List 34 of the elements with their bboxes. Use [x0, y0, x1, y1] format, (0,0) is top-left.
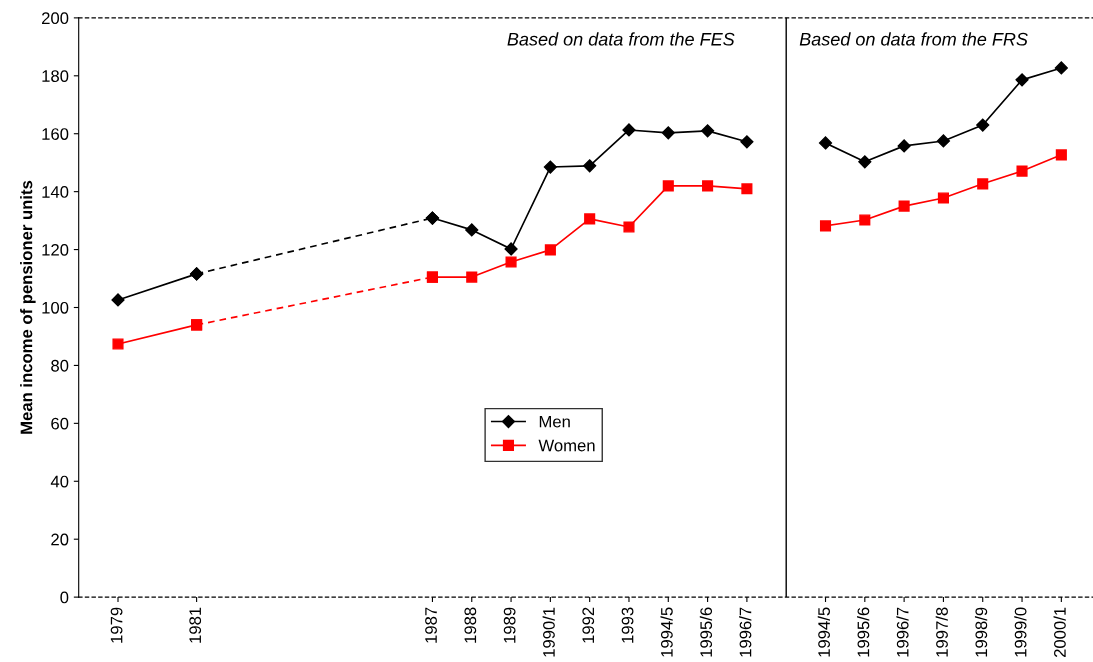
- annotation: Based on data from the FES: [507, 32, 735, 46]
- x-tick-label: 2000/1: [1053, 607, 1066, 657]
- x-tick-label: 1996/7: [739, 607, 752, 657]
- x-tick-label: 1999/0: [1014, 607, 1027, 657]
- x-tick-label: 1992: [582, 607, 595, 643]
- x-tick-label: 1994/5: [660, 607, 673, 657]
- x-tick-label: 1996/7: [896, 607, 909, 657]
- x-tick-label: 1994/5: [817, 607, 830, 657]
- y-tick-label: 120: [42, 243, 69, 256]
- x-tick-label: 1989: [503, 607, 516, 643]
- y-tick-label: 40: [50, 475, 69, 488]
- y-tick-label: 80: [51, 359, 69, 372]
- legend-label: Men: [539, 415, 570, 428]
- y-tick-label: 0: [60, 591, 69, 604]
- y-tick-label: 180: [42, 70, 69, 82]
- y-tick-label: 100: [42, 301, 69, 314]
- y-tick-label: 160: [42, 128, 69, 140]
- y-tick-label: 60: [51, 417, 69, 430]
- x-tick-label: 1995/6: [857, 607, 870, 657]
- annotation: Based on data from the FRS: [799, 32, 1028, 46]
- y-tick-label: 200: [42, 12, 69, 25]
- y-tick-label: 20: [51, 533, 69, 546]
- legend-label: Women: [538, 439, 595, 452]
- x-tick-label: 1988: [464, 607, 477, 643]
- x-tick-label: 1998/9: [974, 607, 988, 657]
- x-tick-label: 1993: [621, 607, 634, 643]
- x-tick-label: 1995/6: [699, 607, 713, 657]
- y-axis-title: Mean income of pensioner units: [20, 180, 36, 434]
- y-tick-label: 140: [42, 186, 69, 198]
- x-tick-label: 1990/1: [542, 607, 555, 657]
- x-tick-label: 1987: [425, 607, 437, 643]
- x-tick-label: 1981: [189, 607, 202, 643]
- x-tick-label: 1979: [110, 607, 123, 643]
- x-tick-label: 1997/8: [935, 607, 948, 657]
